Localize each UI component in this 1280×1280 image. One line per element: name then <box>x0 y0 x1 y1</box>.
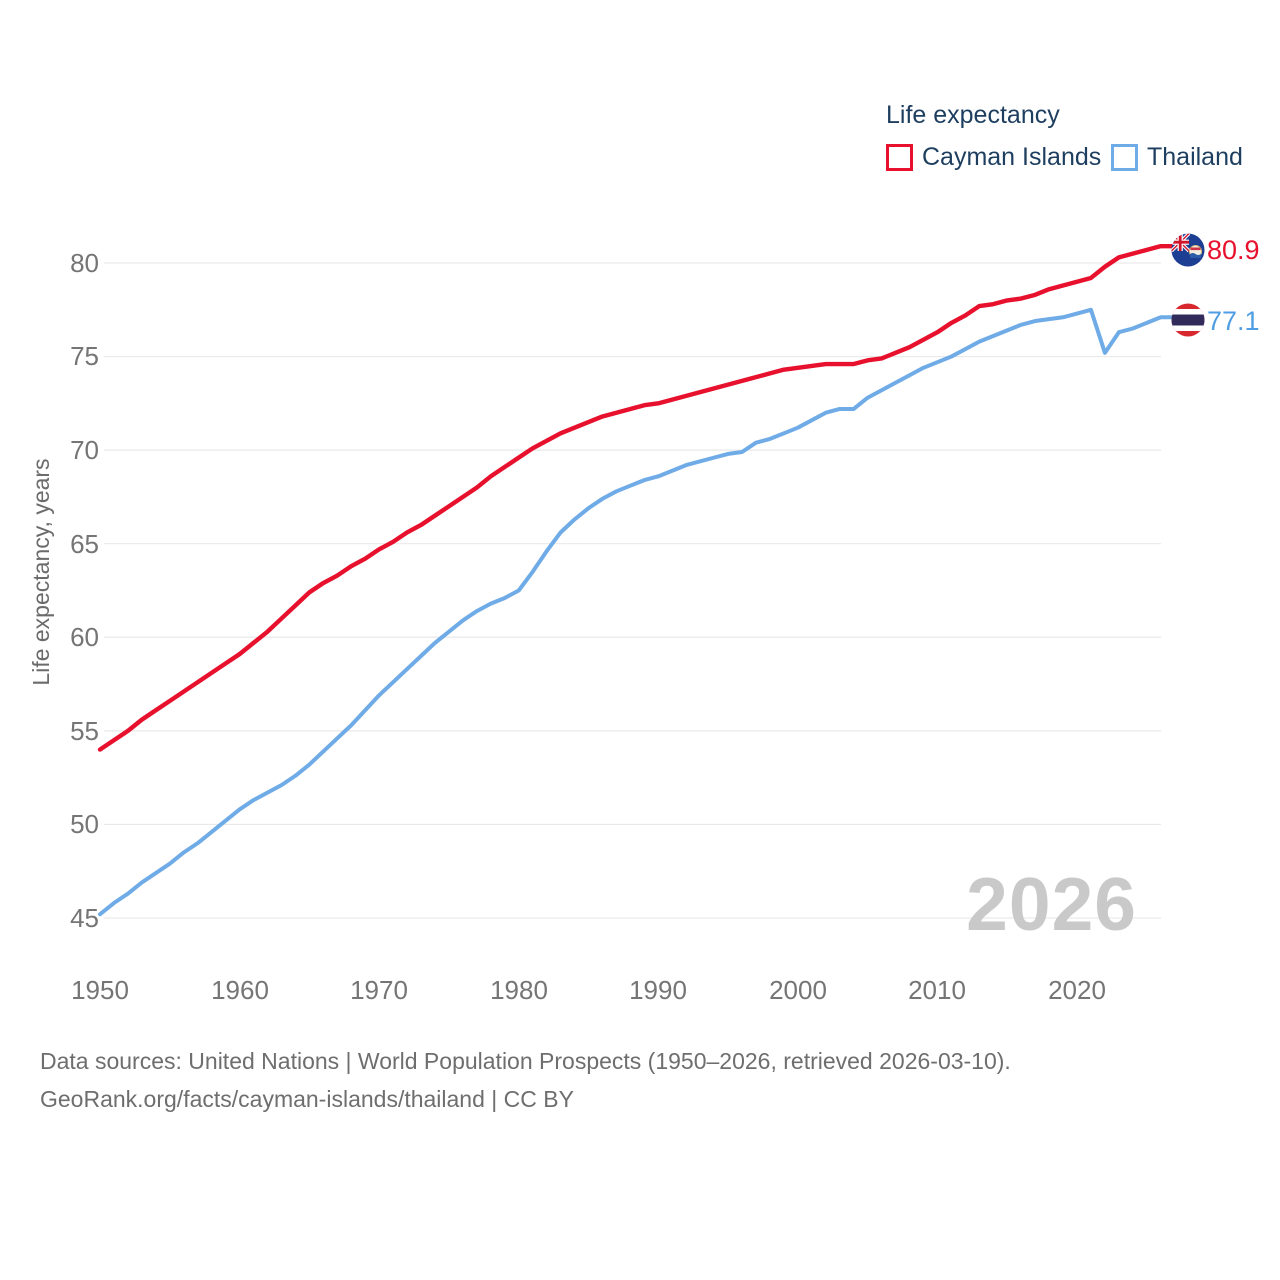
end-value-cayman-islands: 80.9 <box>1207 235 1260 265</box>
legend-title: Life expectancy <box>886 101 1060 129</box>
y-axis-title: Life expectancy, years <box>28 458 54 686</box>
y-tick-80: 80 <box>70 248 99 278</box>
y-tick-75: 75 <box>70 341 99 371</box>
end-value-thailand: 77.1 <box>1207 306 1260 336</box>
watermark-year: 2026 <box>966 862 1137 946</box>
y-tick-55: 55 <box>70 716 99 746</box>
cayman-islands-flag-icon <box>1171 233 1205 267</box>
legend-swatch-cayman-islands <box>886 143 913 171</box>
y-tick-70: 70 <box>70 435 99 465</box>
thailand-flag-icon <box>1171 303 1205 337</box>
footer-link-line: GeoRank.org/facts/cayman-islands/thailan… <box>40 1086 574 1112</box>
y-tick-60: 60 <box>70 622 99 652</box>
gridlines <box>104 262 1161 919</box>
legend-swatch-thailand <box>1111 143 1138 171</box>
x-tick-1960: 1960 <box>211 975 269 1005</box>
legend-item-cayman-islands[interactable]: Cayman Islands <box>886 143 1101 171</box>
x-tick-1980: 1980 <box>490 975 548 1005</box>
x-tick-2010: 2010 <box>908 975 966 1005</box>
footer-source-line: Data sources: United Nations | World Pop… <box>40 1048 1011 1074</box>
legend-label-cayman-islands: Cayman Islands <box>922 143 1102 171</box>
line-cayman-islands <box>97 243 1175 752</box>
x-tick-2020: 2020 <box>1048 975 1106 1005</box>
x-tick-2000: 2000 <box>769 975 827 1005</box>
line-thailand <box>98 307 1174 917</box>
y-tick-50: 50 <box>70 809 99 839</box>
legend-item-thailand[interactable]: Thailand <box>1111 143 1243 171</box>
y-tick-65: 65 <box>70 529 99 559</box>
x-tick-1970: 1970 <box>350 975 408 1005</box>
legend-label-thailand: Thailand <box>1147 143 1243 171</box>
x-tick-1990: 1990 <box>629 975 687 1005</box>
y-tick-45: 45 <box>70 903 99 933</box>
x-tick-1950: 1950 <box>71 975 129 1005</box>
